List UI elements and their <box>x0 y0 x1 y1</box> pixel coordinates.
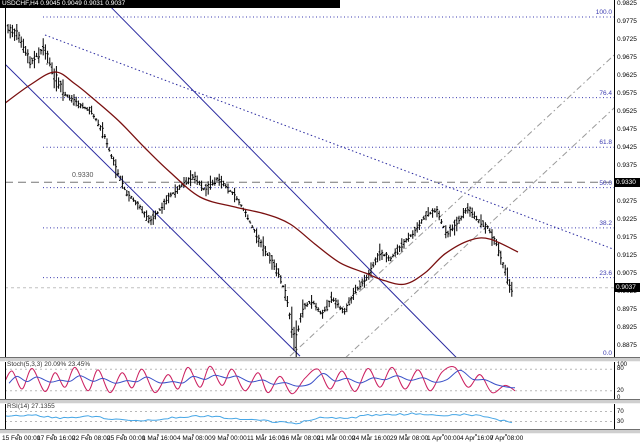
ma-line[interactable] <box>0 71 519 286</box>
time-label: 22 Feb 08:00 <box>72 435 111 442</box>
price-tick: 0.9525 <box>617 108 637 115</box>
price-tick: 0.9775 <box>617 18 637 25</box>
stoch-label: Stoch(5,3,3) 20.09% 23.45% <box>7 361 91 368</box>
fibo-label: 0.0 <box>602 350 612 358</box>
fibo-label: 23.6 <box>599 269 612 277</box>
time-label: 16 Mar 08:00 <box>282 435 321 442</box>
panel-separator[interactable] <box>0 429 640 434</box>
time-label: 21 Mar 00:00 <box>317 435 356 442</box>
time-label: 1 Mar 16:00 <box>142 435 177 442</box>
price-tick: 0.9575 <box>617 90 637 97</box>
rsi-line <box>5 412 513 425</box>
fibo-label: 50.0 <box>599 179 612 187</box>
panel-level-label: 0 <box>617 395 621 401</box>
price-tick: 0.9625 <box>617 72 637 79</box>
time-label: 24 Mar 16:00 <box>352 435 391 442</box>
price-tick: 0.9675 <box>617 54 637 61</box>
time-label: 4 Apr 16:00 <box>460 435 494 442</box>
rsi-panel[interactable] <box>5 403 614 429</box>
price-tick: 0.9075 <box>617 270 637 277</box>
stoch-plot <box>5 365 614 395</box>
price-bars <box>6 24 513 357</box>
fibo-label: 38.2 <box>599 219 612 227</box>
time-label: 25 Feb 00:00 <box>107 435 146 442</box>
stoch-d-line <box>8 369 516 389</box>
hline-price-badge: 0.9330 <box>614 178 640 187</box>
time-label: 17 Feb 16:00 <box>37 435 76 442</box>
fibo-label: 61.8 <box>599 139 612 147</box>
trendline[interactable] <box>289 31 640 357</box>
rsi-plot <box>5 411 614 425</box>
current-price-badge: 0.9037 <box>614 283 640 292</box>
fibo-label: 76.4 <box>599 89 612 97</box>
price-tick: 0.9825 <box>617 0 637 7</box>
price-tick: 0.9275 <box>617 198 637 205</box>
time-label: 1 Apr 00:00 <box>427 435 461 442</box>
time-label: 7 Apr 08:00 <box>490 435 524 442</box>
window-title: USDCHF,H4 0.9045 0.9049 0.9031 0.9037 <box>2 0 126 7</box>
stoch-panel[interactable] <box>5 361 614 399</box>
panel-level-label: 20 <box>617 387 624 394</box>
price-tick: 0.9375 <box>617 162 637 169</box>
trendline[interactable] <box>0 59 301 357</box>
time-label: 4 Mar 08:00 <box>177 435 212 442</box>
panel-level-label: 30 <box>617 418 624 425</box>
main-chart[interactable] <box>5 9 614 357</box>
time-axis[interactable]: 15 Feb 00:00 17 Feb 16:00 22 Feb 08:00 25 F… <box>0 433 640 445</box>
panel-separator[interactable] <box>0 399 640 404</box>
price-tick: 0.9175 <box>617 234 637 241</box>
time-label: 29 Mar 08:00 <box>390 435 429 442</box>
price-tick: 0.8925 <box>617 324 637 331</box>
plot-left-border <box>5 0 6 432</box>
hline-label: 0.9330 <box>72 172 94 179</box>
stoch-k-line <box>5 365 516 395</box>
price-tick: 0.9475 <box>617 126 637 133</box>
time-label: 11 Mar 16:00 <box>247 435 285 442</box>
panel-separator[interactable] <box>0 357 640 362</box>
price-tick: 0.9125 <box>617 252 637 259</box>
price-tick: 0.8875 <box>617 342 637 349</box>
panel-level-label: 70 <box>617 408 624 415</box>
fibo-label: 100.0 <box>595 8 612 16</box>
price-tick: 0.8975 <box>617 306 637 313</box>
time-label: 9 Mar 00:00 <box>212 435 247 442</box>
window-titlebar[interactable]: USDCHF,H4 0.9045 0.9049 0.9031 0.9037 <box>0 0 340 8</box>
panel-level-label: 100 <box>617 362 628 368</box>
price-tick: 0.9725 <box>617 36 637 43</box>
price-tick: 0.9225 <box>617 216 637 223</box>
price-tick: 0.9425 <box>617 144 637 151</box>
fibo-lines[interactable] <box>43 16 614 358</box>
panel-level-label: 80 <box>617 366 624 373</box>
price-axis-line <box>614 0 615 432</box>
main-plot <box>0 5 640 358</box>
time-label: 15 Feb 00:00 <box>2 435 41 442</box>
rsi-label: RSI(14) 27.1355 <box>7 403 55 410</box>
price-axis[interactable] <box>614 0 640 432</box>
